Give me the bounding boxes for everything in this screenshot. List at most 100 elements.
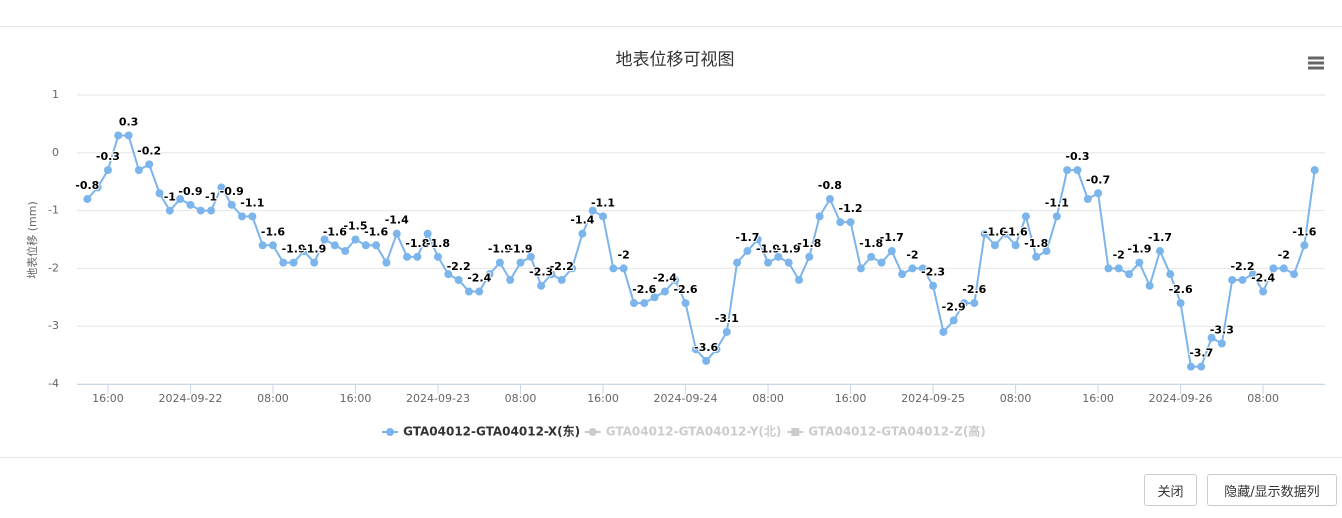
data-point	[526, 252, 535, 261]
data-label: -2.2	[1230, 260, 1254, 273]
data-label: -1.6	[1292, 225, 1316, 238]
data-label: -2.4	[1251, 272, 1275, 285]
data-label: -1.6	[364, 225, 388, 238]
x-tick-label: 08:00	[1247, 392, 1279, 405]
data-label: -2.4	[653, 272, 677, 285]
data-label: -2.9	[942, 300, 966, 313]
chart-title: 地表位移可视图	[616, 50, 735, 70]
data-point	[929, 281, 938, 290]
data-point	[1104, 264, 1113, 273]
close-button[interactable]: 关闭	[1144, 474, 1197, 506]
data-point	[1021, 212, 1030, 221]
data-point	[702, 356, 711, 365]
data-label: -3.6	[694, 341, 718, 354]
legend-symbol	[791, 428, 800, 436]
data-point	[351, 235, 360, 244]
data-point	[433, 252, 442, 261]
legend-label: GTA04012-GTA04012-X(东)	[403, 424, 580, 439]
data-label: -1	[205, 191, 217, 204]
data-point	[1248, 270, 1257, 279]
data-point	[1269, 264, 1278, 273]
x-tick-label: 08:00	[1000, 392, 1032, 405]
data-point	[547, 270, 556, 279]
data-point	[217, 183, 226, 192]
data-point	[1114, 264, 1123, 273]
data-point	[722, 327, 731, 336]
data-point	[1073, 166, 1082, 175]
data-point	[588, 206, 597, 215]
data-point	[918, 264, 927, 273]
data-point	[83, 195, 92, 204]
data-label: -1.8	[405, 237, 429, 250]
data-point	[1186, 362, 1195, 371]
data-label: -0.3	[96, 150, 120, 163]
data-point	[681, 299, 690, 308]
data-point	[454, 275, 463, 284]
data-point	[268, 241, 277, 250]
data-point	[485, 270, 494, 279]
data-label: -2.6	[962, 283, 986, 296]
data-point	[836, 218, 845, 227]
legend-item[interactable]: GTA04012-GTA04012-Y(北)	[584, 424, 782, 439]
data-point	[733, 258, 742, 267]
data-point	[516, 258, 525, 267]
data-point	[939, 327, 948, 336]
data-point	[815, 212, 824, 221]
data-point	[825, 195, 834, 204]
data-point	[887, 247, 896, 256]
data-point	[743, 247, 752, 256]
y-tick-label: -4	[48, 377, 59, 390]
data-label: -3.1	[715, 312, 739, 325]
legend-item[interactable]: GTA04012-GTA04012-Z(高)	[787, 424, 986, 439]
data-label: -0.8	[75, 179, 99, 192]
data-point	[599, 212, 608, 221]
data-point	[1300, 241, 1309, 250]
data-point	[258, 241, 267, 250]
data-point	[650, 293, 659, 302]
data-point	[464, 287, 473, 296]
data-point	[1052, 212, 1061, 221]
y-tick-label: -2	[48, 261, 59, 274]
data-label: -1.1	[1045, 196, 1069, 209]
data-point	[578, 229, 587, 238]
data-label: -2	[1278, 248, 1290, 261]
data-point	[908, 264, 917, 273]
data-point	[1145, 281, 1154, 290]
data-label: -1.8	[426, 237, 450, 250]
data-point	[619, 264, 628, 273]
data-point	[320, 235, 329, 244]
data-point	[990, 241, 999, 250]
data-point	[846, 218, 855, 227]
data-label: -1.6	[323, 225, 347, 238]
data-point	[898, 270, 907, 279]
data-label: -1.7	[735, 231, 759, 244]
data-point	[495, 258, 504, 267]
data-point	[805, 252, 814, 261]
data-point	[980, 229, 989, 238]
data-point	[774, 252, 783, 261]
legend-item[interactable]: GTA04012-GTA04012-X(东)	[382, 424, 580, 439]
x-tick-label: 16:00	[587, 392, 619, 405]
data-label: -2.3	[921, 266, 945, 279]
data-label: -2	[618, 248, 630, 261]
data-point	[629, 299, 638, 308]
data-label: -0.2	[137, 144, 161, 157]
data-point	[413, 252, 422, 261]
data-point	[1238, 275, 1247, 284]
y-tick-label: -3	[48, 319, 59, 332]
data-point	[361, 241, 370, 250]
toggle-series-button[interactable]: 隐藏/显示数据列	[1207, 474, 1337, 506]
data-point	[784, 258, 793, 267]
x-tick-label: 16:00	[1082, 392, 1114, 405]
data-point	[124, 131, 133, 140]
data-label: -1.1	[240, 196, 264, 209]
data-point	[289, 258, 298, 267]
legend: GTA04012-GTA04012-X(东) GTA04012-GTA04012-…	[382, 424, 986, 439]
data-point	[867, 252, 876, 261]
data-point	[1176, 299, 1185, 308]
data-label: -1.9	[756, 243, 780, 256]
data-label: -2.6	[632, 283, 656, 296]
data-point	[1207, 333, 1216, 342]
data-label: -1.9	[508, 243, 532, 256]
menu-icon[interactable]	[1308, 56, 1324, 70]
